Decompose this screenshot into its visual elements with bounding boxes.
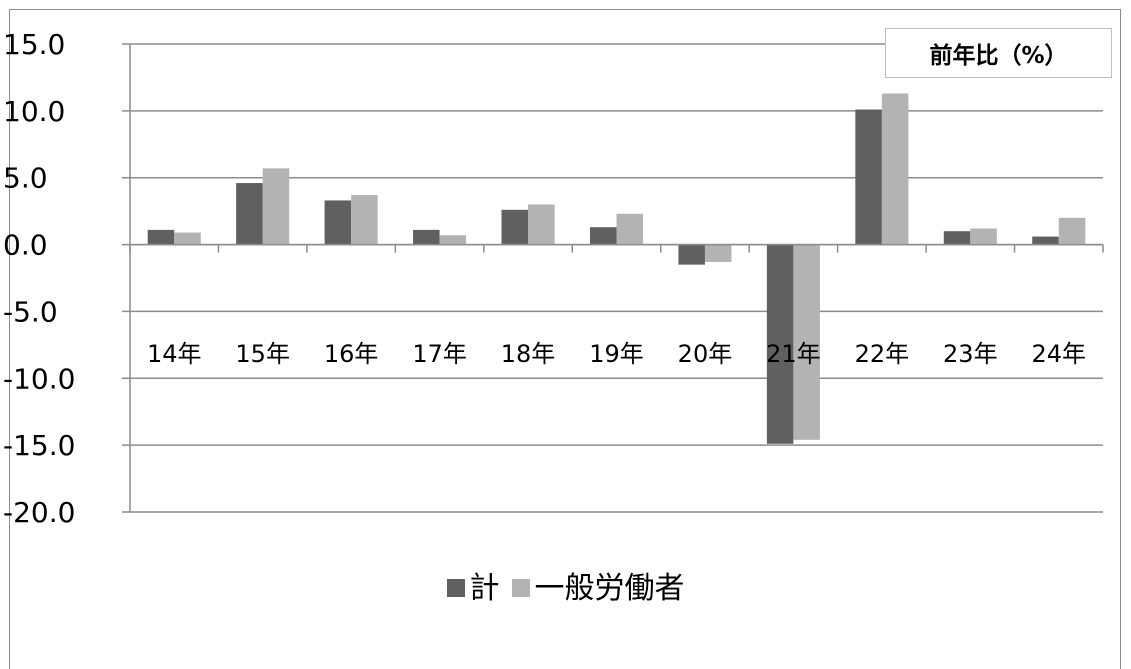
bar-general [704, 244, 732, 262]
bar-total [678, 244, 705, 265]
bar-total [943, 231, 971, 245]
x-tick-label: 18年 [501, 340, 556, 368]
bar-total [766, 244, 794, 444]
y-tick-label: -20.0 [3, 496, 75, 529]
y-tick-label: 5.0 [3, 162, 48, 195]
x-tick-label: 15年 [235, 340, 290, 368]
bar-general [262, 168, 290, 245]
bar-total [147, 229, 175, 245]
legend-label: 計 [469, 571, 500, 606]
bar-total [501, 209, 529, 245]
y-tick-label: 0.0 [3, 229, 48, 262]
x-tick-label: 19年 [589, 340, 644, 368]
bar-total [1032, 236, 1059, 245]
bar-general [439, 235, 467, 245]
x-tick-label: 14年 [147, 340, 202, 368]
bar-general [528, 204, 555, 245]
x-tick-label: 23年 [943, 340, 998, 368]
bar-general [616, 213, 644, 245]
x-tick-label: 24年 [1031, 340, 1086, 368]
x-tick-label: 22年 [855, 340, 910, 368]
y-tick-label: -10.0 [3, 362, 75, 395]
bar-general [793, 244, 820, 440]
legend-entry: 計 [446, 563, 500, 607]
y-tick-label: -15.0 [3, 429, 75, 462]
x-tick-label: 20年 [678, 340, 733, 368]
y-tick-label: -5.0 [3, 295, 58, 328]
legend-swatch [446, 579, 465, 597]
bar-general [1058, 217, 1086, 245]
x-tick-label: 16年 [324, 340, 379, 368]
bar-general [174, 232, 201, 245]
y-tick-label: 15.0 [3, 28, 65, 61]
chart-frame [9, 9, 1121, 669]
bar-total [413, 229, 440, 245]
bar-total [589, 227, 617, 245]
chart-title-box: 前年比（%） [885, 28, 1112, 78]
x-tick-label: 21年 [766, 340, 821, 368]
legend-entry: 一般労働者 [511, 563, 685, 607]
bar-general [970, 228, 997, 245]
bar-total [236, 183, 263, 245]
y-tick-label: 10.0 [3, 95, 65, 128]
legend: 計一般労働者 [0, 563, 1131, 607]
bar-total [855, 109, 882, 245]
legend-swatch [511, 579, 530, 597]
legend-label: 一般労働者 [534, 571, 685, 606]
bar-general [351, 195, 378, 245]
bar-general [881, 93, 909, 245]
x-tick-label: 17年 [412, 340, 467, 368]
bar-total [324, 200, 352, 245]
